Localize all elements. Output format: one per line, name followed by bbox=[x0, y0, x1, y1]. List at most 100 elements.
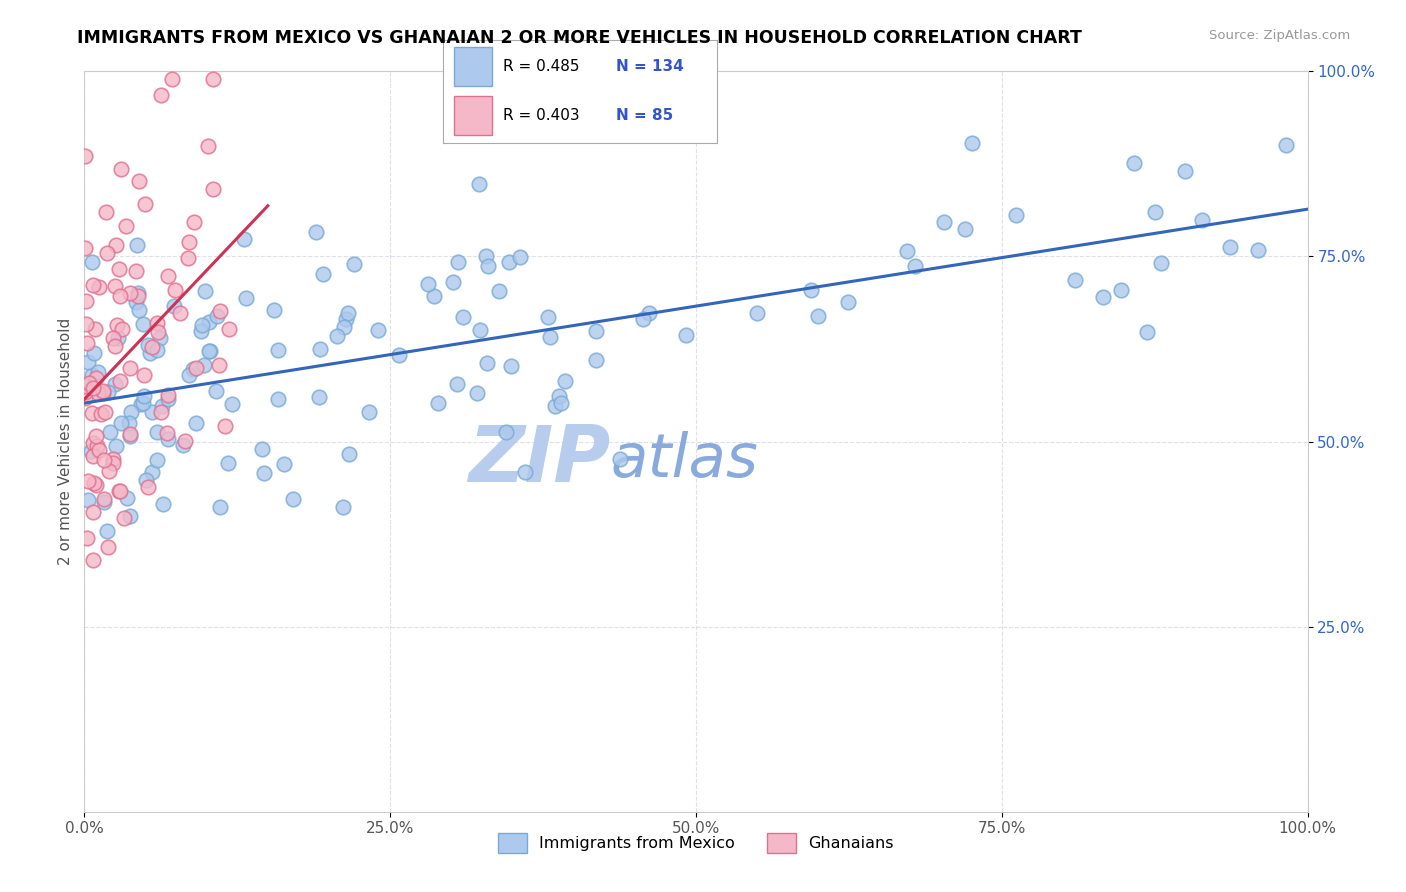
Point bbox=[745, 306, 768, 320]
Point bbox=[499, 359, 522, 373]
Point bbox=[1191, 212, 1213, 227]
Point bbox=[97, 464, 120, 478]
Point bbox=[93, 453, 115, 467]
Point bbox=[134, 196, 156, 211]
Point bbox=[179, 235, 201, 249]
Point bbox=[550, 396, 572, 410]
Point bbox=[509, 250, 531, 264]
Point bbox=[1122, 156, 1144, 170]
Point bbox=[136, 480, 159, 494]
Point bbox=[585, 324, 607, 338]
Point bbox=[120, 360, 142, 375]
Point bbox=[149, 405, 172, 419]
Point bbox=[111, 322, 134, 336]
Point bbox=[308, 390, 330, 404]
Point bbox=[197, 139, 219, 153]
Point bbox=[141, 465, 163, 479]
Point bbox=[198, 343, 221, 358]
Point bbox=[547, 389, 569, 403]
Point bbox=[308, 342, 330, 356]
Point bbox=[82, 436, 104, 450]
Point bbox=[125, 294, 148, 309]
Point bbox=[93, 495, 115, 509]
Point bbox=[118, 416, 141, 430]
Point bbox=[538, 330, 561, 344]
Point bbox=[332, 319, 354, 334]
Point bbox=[141, 340, 163, 354]
Point bbox=[125, 238, 148, 252]
Point bbox=[201, 182, 224, 196]
Point bbox=[326, 328, 349, 343]
Point bbox=[98, 425, 121, 439]
Point bbox=[273, 458, 295, 472]
Point bbox=[465, 385, 488, 400]
Point bbox=[218, 322, 240, 336]
Point bbox=[1247, 244, 1270, 258]
Point bbox=[146, 316, 169, 330]
Point bbox=[82, 505, 104, 519]
Point bbox=[91, 384, 114, 398]
Point bbox=[263, 303, 285, 318]
Point bbox=[87, 442, 110, 457]
Point bbox=[107, 262, 129, 277]
Point bbox=[104, 376, 127, 391]
Point bbox=[146, 453, 169, 467]
Point bbox=[169, 306, 191, 320]
Point bbox=[1143, 205, 1166, 219]
Point bbox=[201, 71, 224, 86]
Point bbox=[252, 442, 274, 456]
Point bbox=[155, 425, 177, 440]
Point bbox=[97, 385, 120, 400]
Point bbox=[82, 381, 104, 395]
Point bbox=[104, 440, 127, 454]
Point bbox=[232, 232, 254, 246]
Point bbox=[136, 337, 159, 351]
Point bbox=[342, 257, 364, 271]
Point bbox=[82, 254, 104, 268]
Point bbox=[1063, 273, 1085, 287]
Point bbox=[73, 384, 96, 399]
Point bbox=[128, 302, 150, 317]
Point bbox=[82, 553, 104, 567]
Point bbox=[105, 318, 128, 332]
Point bbox=[197, 343, 219, 358]
Point bbox=[135, 474, 157, 488]
Point bbox=[156, 392, 179, 406]
Point bbox=[960, 136, 983, 150]
Point bbox=[184, 416, 207, 430]
Point bbox=[110, 416, 132, 430]
Point bbox=[141, 405, 163, 419]
Point bbox=[75, 317, 97, 331]
Point bbox=[80, 406, 103, 420]
Point bbox=[84, 322, 107, 336]
Point bbox=[120, 405, 142, 419]
Point bbox=[1091, 289, 1114, 303]
Point bbox=[73, 392, 96, 406]
Y-axis label: 2 or more Vehicles in Household: 2 or more Vehicles in Household bbox=[58, 318, 73, 566]
Point bbox=[108, 375, 131, 389]
Point bbox=[76, 336, 98, 351]
Point bbox=[82, 277, 104, 292]
Point bbox=[205, 309, 228, 323]
Point bbox=[441, 275, 464, 289]
Point bbox=[173, 434, 195, 449]
Point bbox=[217, 456, 239, 470]
Point bbox=[96, 245, 118, 260]
Point bbox=[75, 149, 97, 163]
Point bbox=[127, 286, 149, 301]
Point bbox=[77, 355, 100, 369]
Point bbox=[150, 399, 173, 413]
Point bbox=[214, 418, 236, 433]
Point bbox=[446, 376, 468, 391]
Point bbox=[416, 277, 439, 291]
Point bbox=[152, 497, 174, 511]
Point bbox=[96, 524, 118, 539]
Point bbox=[86, 439, 108, 453]
Point bbox=[83, 346, 105, 360]
Point bbox=[90, 407, 112, 421]
Point bbox=[80, 444, 103, 458]
Point bbox=[118, 509, 141, 524]
Point bbox=[800, 283, 823, 297]
Point bbox=[84, 478, 107, 492]
Point bbox=[1109, 283, 1132, 297]
